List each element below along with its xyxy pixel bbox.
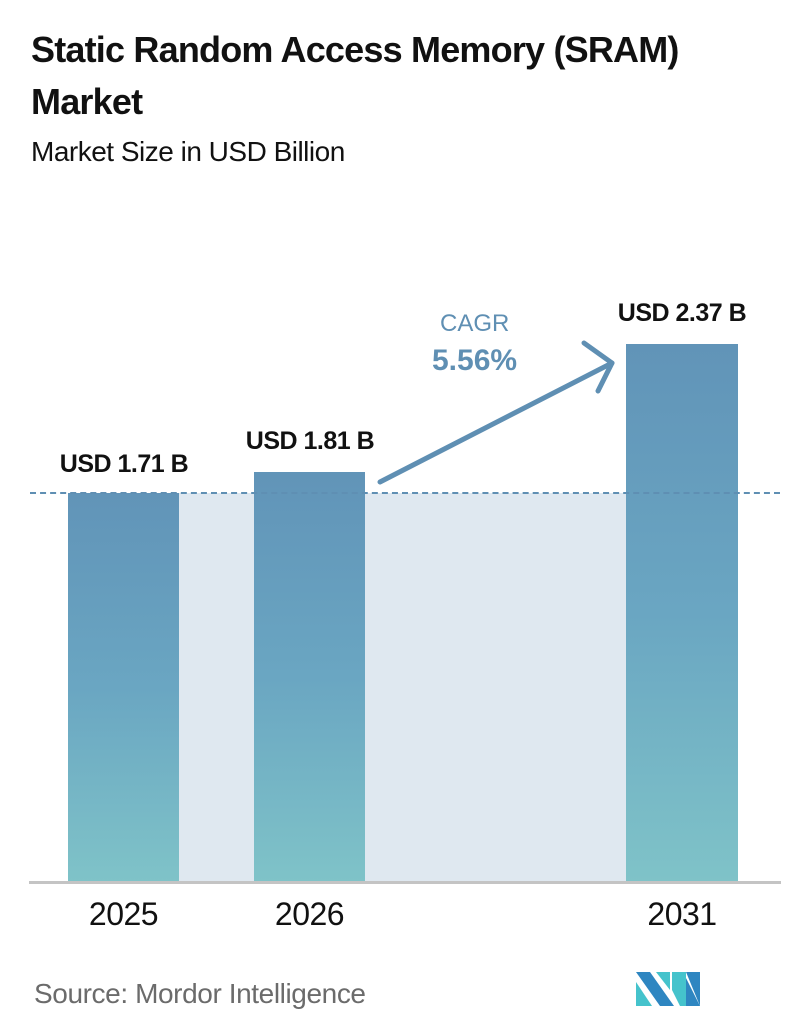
mordor-intelligence-logo-icon xyxy=(636,972,700,1006)
bar-2025 xyxy=(68,493,179,882)
x-label-2025: 2025 xyxy=(88,896,159,932)
cagr-label: CAGR xyxy=(440,310,510,337)
source-text: Source: Mordor Intelligence xyxy=(34,978,366,1009)
chart-title: Static Random Access Memory (SRAM) Marke… xyxy=(31,29,679,122)
x-label-2026: 2026 xyxy=(274,896,345,932)
cagr-value: 5.56% xyxy=(432,344,518,377)
value-label-2025: USD 1.71 B xyxy=(59,450,189,478)
bar-2026 xyxy=(254,472,365,882)
reference-dashed-line xyxy=(30,492,780,494)
x-label-2031: 2031 xyxy=(647,896,717,932)
value-label-2031: USD 2.37 B xyxy=(617,299,747,327)
chart-subtitle: Market Size in USD Billion xyxy=(31,136,345,167)
bar-2031 xyxy=(626,344,738,882)
value-label-2026: USD 1.81 B xyxy=(245,427,375,455)
x-axis-line xyxy=(29,881,781,884)
shaded-band xyxy=(179,493,254,882)
shaded-band xyxy=(365,493,626,882)
